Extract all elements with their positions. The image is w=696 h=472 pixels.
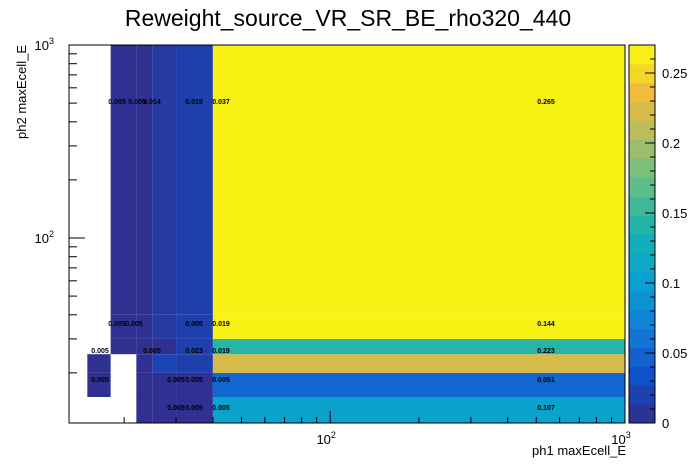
colorbar-band — [629, 309, 655, 329]
cell-value-label: 0.051 — [537, 377, 555, 384]
heatmap-cell — [176, 45, 213, 315]
colorbar-band — [629, 63, 655, 84]
heatmap-cell — [212, 45, 625, 315]
cell-value-label: 0.107 — [537, 405, 555, 412]
cell-value-label: 0.005 — [128, 99, 146, 106]
cell-value-label: 0.265 — [537, 99, 555, 106]
heatmap-cell — [152, 372, 177, 398]
x-axis: 102 103 — [123, 411, 631, 447]
colorbar-band — [629, 252, 655, 273]
x-axis-label: ph1 maxEcell_E — [532, 443, 626, 458]
heatmap-cell — [136, 45, 153, 315]
heatmap-cell — [152, 397, 177, 423]
cell-value-label: 0.005 — [108, 99, 126, 106]
colorbar-band — [629, 45, 655, 65]
x-tick-label: 102 — [316, 430, 335, 447]
heatmap-cell — [212, 338, 625, 355]
cell-value-label: 0.005 — [125, 321, 143, 328]
cell-value-label: 0.005 — [185, 405, 203, 412]
heatmap-cell — [212, 372, 625, 398]
cell-value-label: 0.037 — [212, 99, 230, 106]
heatmap-cell — [176, 372, 213, 398]
colorbar: 0 0.05 0.1 0.15 0.2 0.25 — [628, 44, 687, 431]
chart-title: Reweight_source_VR_SR_BE_rho320_440 — [125, 5, 571, 31]
heatmap-cell — [136, 372, 153, 398]
cell-value-label: 0.019 — [212, 348, 230, 355]
colorbar-band — [629, 234, 655, 254]
heatmap-cell — [136, 314, 153, 339]
heatmap-cell — [212, 354, 625, 373]
cell-value-label: 0.005 — [185, 377, 203, 384]
colorbar-tick-label: 0.15 — [662, 206, 687, 221]
heatmap-cell — [110, 338, 137, 355]
heatmap-cell — [87, 354, 111, 373]
colorbar-band — [629, 139, 655, 159]
colorbar-band — [629, 347, 655, 367]
colorbar-band — [629, 196, 655, 216]
cell-value-label: 0.005 — [185, 321, 203, 328]
heatmap-cell — [176, 354, 213, 373]
colorbar-band — [629, 328, 655, 348]
plot-frame — [68, 44, 626, 424]
colorbar-band — [629, 271, 655, 292]
y-tick-label: 103 — [35, 36, 54, 53]
cell-value-label: 0.005 — [143, 348, 161, 355]
cell-value-label: 0.223 — [537, 348, 555, 355]
cell-value-label: 0.005 — [91, 377, 109, 384]
heatmap-cell — [152, 45, 177, 315]
heatmap-cell — [136, 397, 153, 423]
y-tick-label: 102 — [35, 229, 54, 246]
cell-value-label: 0.005 — [108, 321, 126, 328]
colorbar-band — [629, 82, 655, 103]
x-tick-label: 103 — [611, 430, 630, 447]
heatmap-cell — [136, 354, 153, 373]
heatmap-cell — [176, 314, 213, 339]
colorbar-tick-label: 0.1 — [662, 276, 680, 291]
cell-value-label: 0.005 — [212, 405, 230, 412]
colorbar-band — [629, 385, 655, 405]
colorbar-band — [629, 101, 655, 122]
heatmap-cell — [110, 314, 137, 339]
colorbar-tick-label: 0.25 — [662, 66, 687, 81]
heatmap-cell — [152, 314, 177, 339]
heatmap-cell — [136, 338, 153, 355]
colorbar-band — [629, 215, 655, 235]
cells-layer — [87, 45, 625, 423]
heatmap-cell — [212, 314, 625, 339]
cell-value-label: 0.019 — [212, 321, 230, 328]
colorbar-tick-label: 0 — [662, 416, 669, 431]
colorbar-band — [629, 290, 655, 311]
heatmap-cell — [152, 354, 177, 373]
colorbar-tick-label: 0.2 — [662, 136, 680, 151]
cell-value-label: 0.005 — [167, 405, 185, 412]
y-axis: 102 103 — [35, 36, 85, 374]
y-axis-label: ph2 maxEcell_E — [14, 45, 29, 139]
cell-value-label: 0.019 — [185, 99, 203, 106]
colorbar-band — [629, 366, 655, 386]
colorbar-tick-label: 0.05 — [662, 346, 687, 361]
cell-value-label: 0.005 — [167, 377, 185, 384]
colorbar-band — [629, 120, 655, 140]
heatmap-cell — [87, 372, 111, 398]
cell-value-label: 0.023 — [185, 348, 203, 355]
colorbar-band — [629, 158, 655, 178]
heatmap-cell — [152, 338, 177, 355]
heatmap-cell — [110, 45, 137, 315]
colorbar-frame — [628, 44, 656, 424]
heatmap-cell — [176, 338, 213, 355]
cell-value-label: 0.005 — [212, 377, 230, 384]
heatmap-cell — [176, 397, 213, 423]
colorbar-band — [629, 404, 655, 424]
cell-value-label: 0.005 — [91, 348, 109, 355]
cell-value-label: 0.014 — [143, 99, 161, 106]
cell-value-label: 0.144 — [537, 321, 555, 328]
colorbar-band — [629, 177, 655, 197]
